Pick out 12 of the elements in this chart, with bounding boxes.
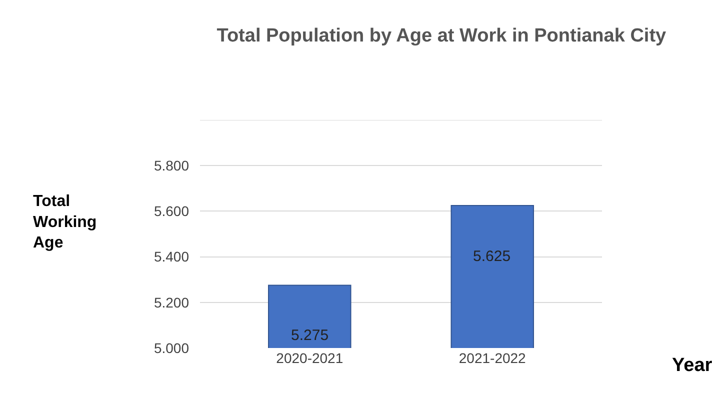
- data-label: 5.275: [291, 327, 329, 344]
- y-tick-label: 5.200: [154, 294, 190, 310]
- y-tick-label: 5.000: [154, 340, 190, 356]
- x-tick-label: 2021-2022: [458, 350, 526, 366]
- y-axis-title: Total Working Age: [33, 193, 97, 252]
- x-tick-label: 2020-2021: [276, 350, 344, 366]
- y-tick-label: 5.400: [154, 248, 190, 265]
- y-tick-label: 5.600: [154, 203, 190, 220]
- x-axis-title: Year: [672, 355, 712, 376]
- y-tick-label: 5.800: [154, 158, 190, 174]
- data-label: 5.625: [473, 248, 511, 265]
- chart-title: Total Population by Age at Work in Pontianak City: [216, 26, 667, 47]
